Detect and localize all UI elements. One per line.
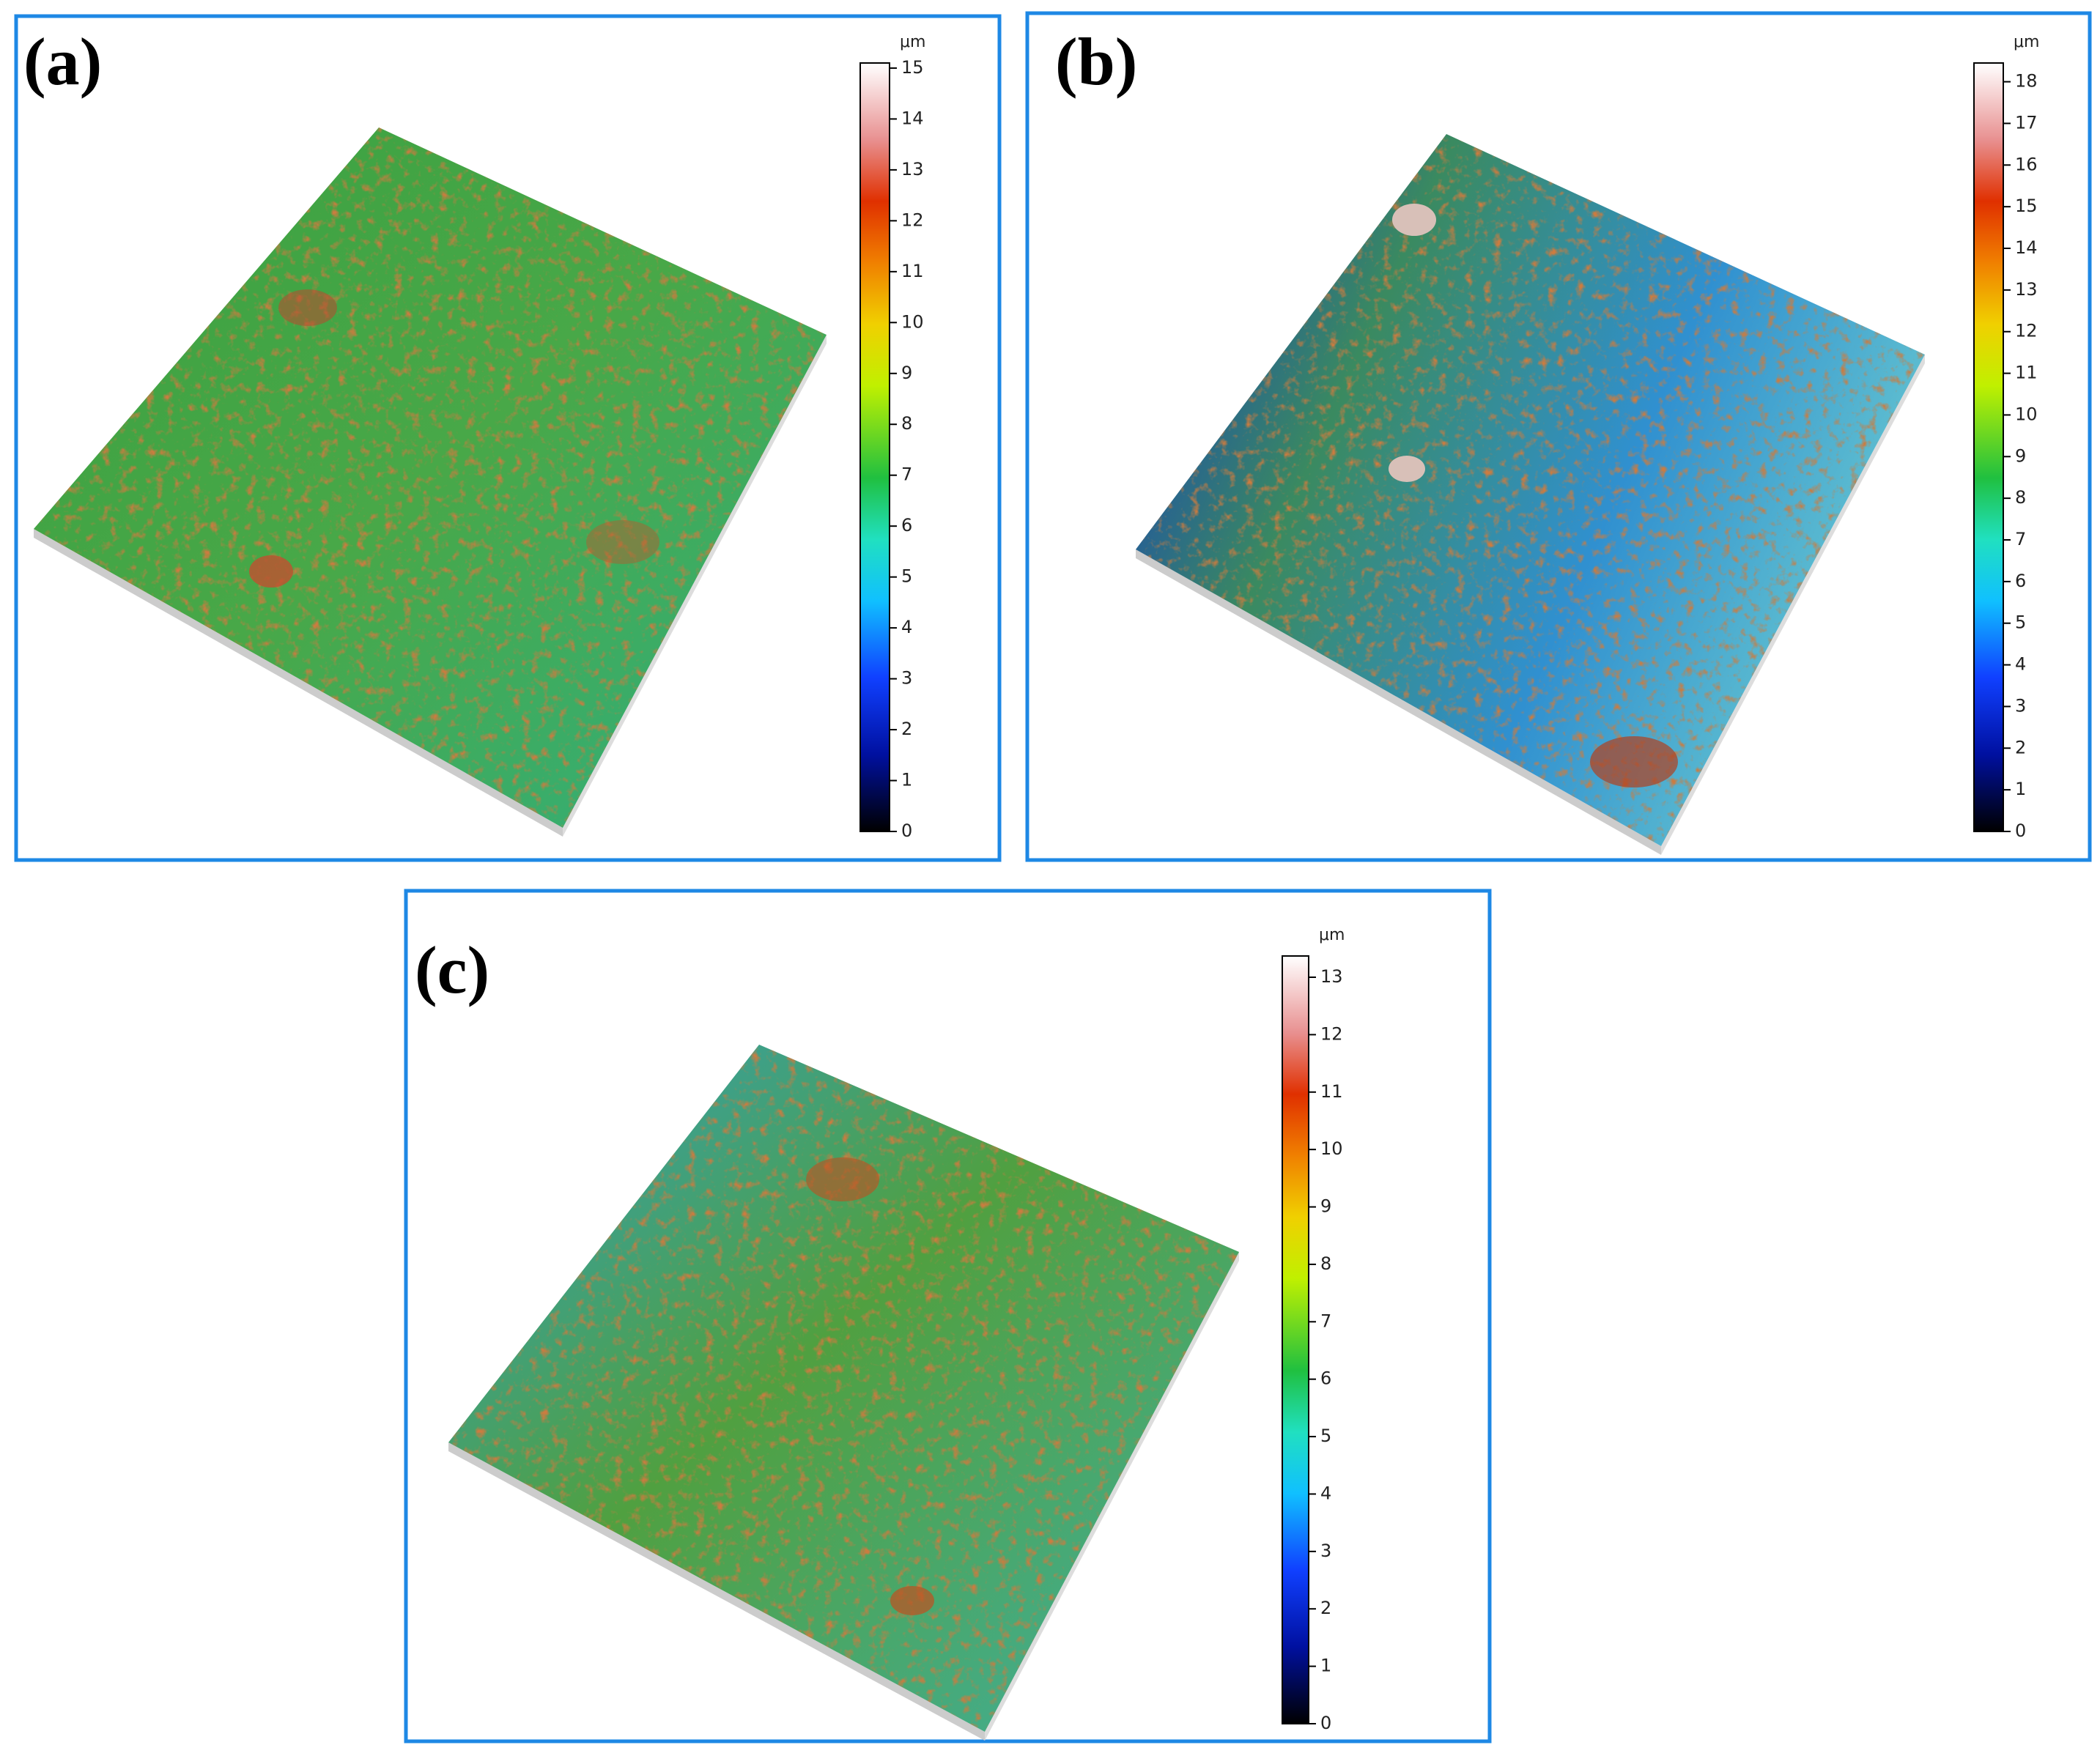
colorbar: [1973, 62, 2004, 832]
colorbar-tick-label: 14: [901, 108, 924, 128]
colorbar-tick-label: 5: [2015, 612, 2026, 633]
colorbar: [859, 62, 890, 832]
colorbar-tick-label: 12: [2015, 321, 2038, 341]
colorbar-tick-label: 1: [1320, 1656, 1331, 1676]
colorbar-tick-label: 4: [901, 617, 912, 637]
colorbar-tick-label: 5: [901, 566, 912, 587]
colorbar: [1282, 955, 1309, 1724]
colorbar-tick-label: 6: [901, 515, 912, 536]
colorbar-tick-label: 11: [1320, 1081, 1343, 1102]
colorbar-tick-label: 8: [901, 413, 912, 434]
panel-label: (b): [1055, 24, 1137, 99]
colorbar-tick-label: 3: [901, 668, 912, 689]
colorbar-tick-label: 18: [2015, 71, 2038, 92]
colorbar-unit: μm: [1319, 926, 1345, 944]
colorbar-unit: μm: [2014, 33, 2039, 51]
colorbar-tick-label: 7: [2015, 529, 2026, 549]
colorbar-tick-label: 6: [1320, 1368, 1331, 1389]
colorbar-tick-label: 2: [2015, 737, 2026, 757]
colorbar-tick-label: 9: [901, 363, 912, 383]
colorbar-tick-label: 7: [901, 464, 912, 485]
colorbar-tick-label: 9: [2015, 445, 2026, 466]
colorbar-tick-label: 13: [1320, 966, 1343, 987]
colorbar-tick-label: 7: [1320, 1311, 1331, 1331]
colorbar-tick-label: 8: [1320, 1253, 1331, 1274]
colorbar-tick-label: 2: [1320, 1598, 1331, 1618]
colorbar-tick-label: 12: [901, 210, 924, 230]
colorbar-tick-label: 9: [1320, 1196, 1331, 1217]
panel-label: (a): [23, 24, 102, 99]
colorbar-tick-label: 4: [2015, 654, 2026, 675]
surface-a: [34, 127, 827, 837]
colorbar-tick-label: 13: [901, 159, 924, 179]
colorbar-tick-label: 8: [2015, 487, 2026, 508]
colorbar-unit: μm: [900, 33, 925, 51]
colorbar-tick-label: 6: [2015, 571, 2026, 591]
surface-b: [1136, 134, 1925, 855]
panel-frame: [404, 889, 1492, 1743]
colorbar-tick-label: 10: [1320, 1138, 1343, 1159]
colorbar-tick-label: 15: [2015, 196, 2038, 216]
panel-frame: [14, 14, 1002, 862]
colorbar-tick-label: 15: [901, 57, 924, 78]
surface-c: [448, 1045, 1239, 1741]
panel-label: (c): [415, 933, 489, 1007]
colorbar-tick-label: 1: [901, 770, 912, 790]
colorbar-tick-label: 3: [2015, 695, 2026, 716]
colorbar-tick-label: 10: [2015, 404, 2038, 424]
colorbar-tick-label: 10: [901, 311, 924, 332]
colorbar-tick-label: 0: [1320, 1713, 1331, 1733]
colorbar-tick-label: 0: [901, 820, 912, 841]
colorbar-tick-label: 11: [901, 261, 924, 281]
colorbar-tick-label: 13: [2015, 279, 2038, 300]
colorbar-tick-label: 1: [2015, 779, 2026, 799]
colorbar-tick-label: 16: [2015, 154, 2038, 174]
colorbar-tick-label: 5: [1320, 1426, 1331, 1446]
colorbar-tick-label: 11: [2015, 363, 2038, 383]
panel-frame: [1025, 11, 2092, 862]
colorbar-tick-label: 3: [1320, 1541, 1331, 1561]
colorbar-tick-label: 2: [901, 719, 912, 739]
colorbar-tick-label: 17: [2015, 112, 2038, 133]
colorbar-tick-label: 12: [1320, 1023, 1343, 1044]
colorbar-tick-label: 0: [2015, 820, 2026, 841]
colorbar-tick-label: 14: [2015, 237, 2038, 258]
colorbar-tick-label: 4: [1320, 1483, 1331, 1503]
